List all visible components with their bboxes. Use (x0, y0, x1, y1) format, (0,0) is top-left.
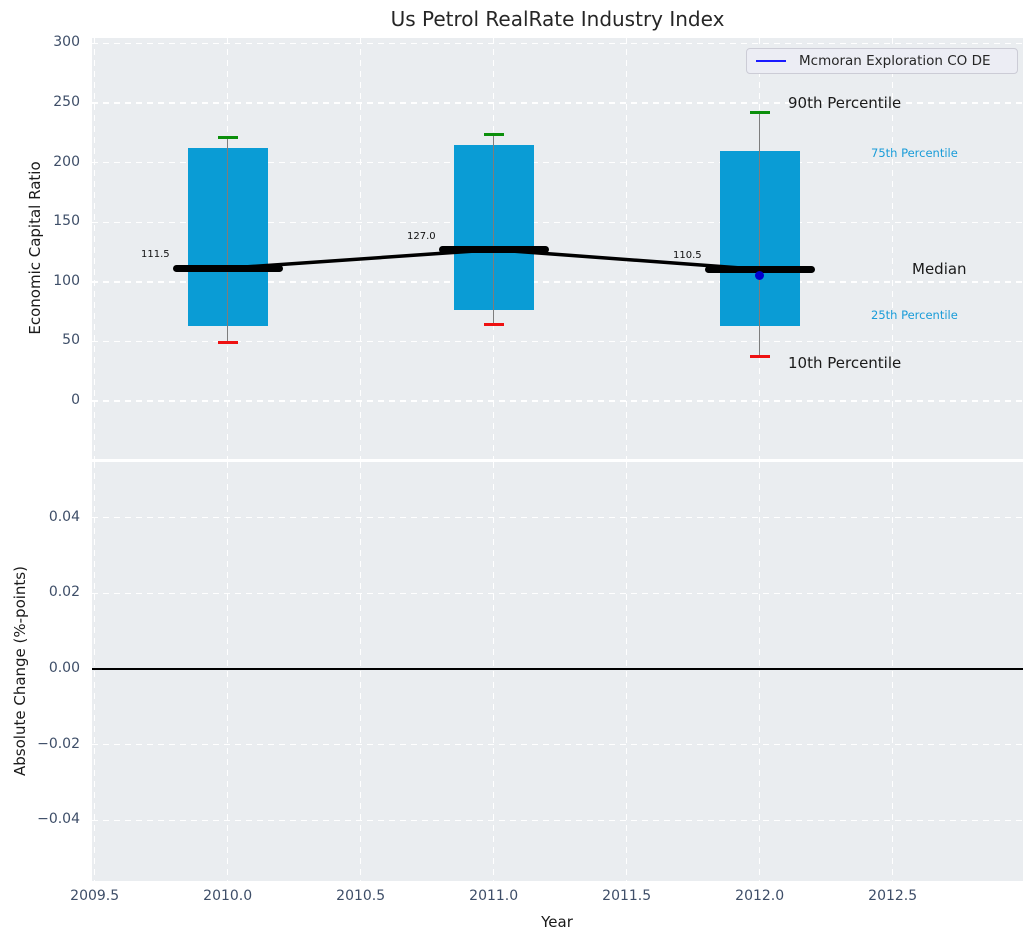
gridline-horizontal (92, 42, 1023, 45)
whisker-line (492, 134, 495, 325)
gridline-vertical (891, 462, 894, 881)
gridline-vertical (492, 462, 495, 881)
annotation-median: Median (912, 260, 967, 279)
gridline-vertical (93, 38, 96, 459)
annotation-p25: 25th Percentile (871, 308, 958, 323)
y-tick-label-bottom: −0.02 (37, 735, 80, 752)
y-tick-label-bottom: −0.04 (37, 811, 80, 828)
x-tick-label: 2010.0 (203, 888, 253, 904)
y-tick-label-bottom: 0.00 (48, 660, 80, 677)
legend: Mcmoran Exploration CO DE (746, 48, 1018, 74)
zero-line (92, 668, 1023, 671)
p10-cap (749, 355, 770, 359)
median-value-label: 111.5 (141, 249, 170, 261)
gridline-horizontal (92, 400, 1023, 402)
annotation-p10: 10th Percentile (788, 353, 902, 372)
gridline-vertical (93, 462, 96, 881)
gridline-horizontal (92, 592, 1023, 595)
annotation-p90: 90th Percentile (788, 94, 902, 113)
x-axis-label: Year (541, 913, 573, 931)
median-value-label: 110.5 (673, 250, 702, 262)
y-tick-label-bottom: 0.04 (48, 508, 80, 525)
x-tick-label: 2009.5 (70, 888, 120, 904)
whisker-line (226, 137, 229, 343)
median-line-segment (704, 265, 815, 273)
y-tick-label-top: 50 (62, 332, 80, 349)
median-value-label: 127.0 (407, 230, 436, 242)
gridline-horizontal (92, 819, 1023, 822)
gridline-horizontal (92, 102, 1023, 104)
x-tick-label: 2012.0 (735, 888, 785, 904)
y-tick-label-top: 300 (53, 34, 80, 51)
p90-cap (483, 132, 504, 136)
x-tick-label: 2010.5 (336, 888, 386, 904)
gridline-horizontal (92, 743, 1023, 746)
gridline-horizontal (92, 281, 1023, 283)
gridline-vertical (625, 38, 628, 459)
y-tick-label-top: 150 (53, 213, 80, 230)
y-tick-label-top: 200 (53, 153, 80, 170)
gridline-horizontal (92, 340, 1023, 343)
top-plot-area: 111.5 127.0 110.5 90th Percentile 75th Perce… (92, 38, 1023, 459)
gridline-horizontal (92, 516, 1023, 519)
gridline-horizontal (92, 221, 1023, 224)
x-tick-label: 2011.0 (469, 888, 519, 904)
legend-label: Mcmoran Exploration CO DE (799, 53, 991, 69)
gridline-vertical (359, 38, 362, 459)
y-tick-label-top: 0 (71, 392, 80, 409)
x-tick-label: 2012.5 (868, 888, 918, 904)
whisker-line (758, 112, 761, 357)
gridline-vertical (891, 38, 894, 459)
median-line-segment (172, 264, 283, 272)
median-line-segment (438, 246, 549, 254)
p90-cap (217, 136, 238, 140)
p10-cap (217, 341, 238, 345)
chart-title: Us Petrol RealRate Industry Index (390, 7, 725, 31)
x-tick-label: 2011.5 (602, 888, 652, 904)
p90-cap (749, 111, 770, 115)
bottom-plot-area (92, 462, 1023, 881)
gridline-vertical (359, 462, 362, 881)
company-marker-dot (755, 271, 765, 281)
gridline-vertical (758, 462, 761, 881)
legend-line-swatch (756, 59, 786, 63)
y-tick-label-top: 100 (53, 272, 80, 289)
gridline-vertical (625, 462, 628, 881)
gridline-vertical (226, 462, 229, 881)
gridline-horizontal (92, 161, 1023, 164)
y-tick-label-bottom: 0.02 (48, 584, 80, 601)
p10-cap (483, 323, 504, 327)
annotation-p75: 75th Percentile (871, 146, 958, 161)
top-y-axis-label: Economic Capital Ratio (26, 161, 44, 335)
y-tick-label-top: 250 (53, 94, 80, 111)
